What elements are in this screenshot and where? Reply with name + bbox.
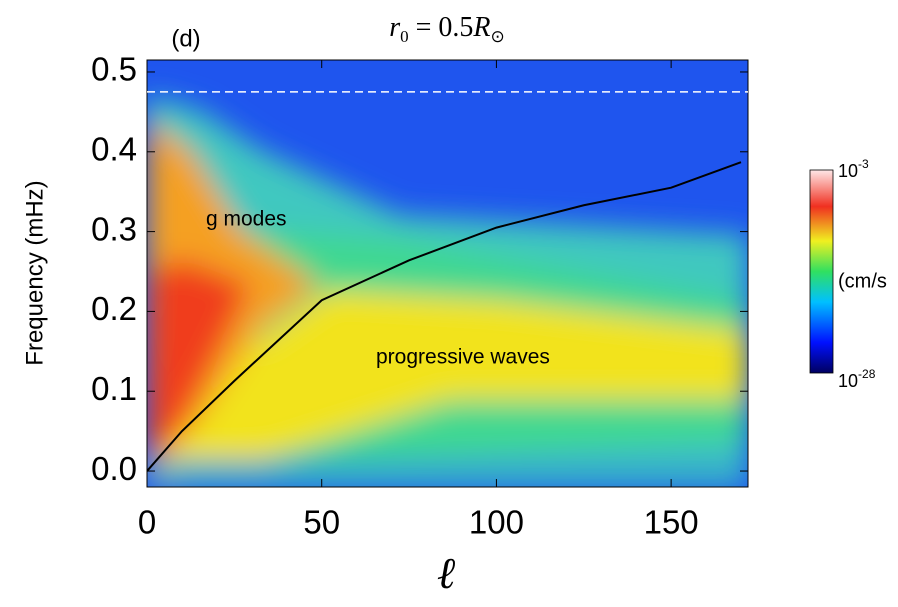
- colorbar-label: 10-28: [838, 367, 876, 391]
- y-tick-label: 0.2: [91, 290, 137, 327]
- panel-label: (d): [171, 25, 200, 52]
- plot-frame: [146, 59, 749, 488]
- colorbar-label: 10-3: [838, 157, 869, 181]
- title-part: ⊙: [491, 27, 505, 46]
- title-part: R: [472, 12, 490, 43]
- y-tick-label: 0.3: [91, 210, 137, 247]
- chart-title: r0 = 0.5R⊙: [389, 12, 505, 45]
- title-part: 0: [400, 27, 409, 46]
- x-axis-label: ℓ: [437, 549, 456, 598]
- x-tick-label: 150: [644, 504, 699, 541]
- title-text: r0 = 0.5R⊙: [389, 12, 505, 45]
- title-part: r: [389, 12, 400, 43]
- series-line: [147, 161, 742, 472]
- colorbar-exp: -3: [858, 157, 869, 171]
- y-tick-label: 0.4: [91, 131, 137, 168]
- x-tick-label: 0: [138, 504, 156, 541]
- colorbar: [809, 169, 834, 374]
- annotation: g modes: [206, 208, 287, 231]
- annotation: progressive waves: [376, 346, 550, 369]
- x-tick-label: 50: [303, 504, 340, 541]
- colorbar-exp: -28: [858, 367, 876, 381]
- title-part: = 0.5: [409, 12, 474, 43]
- y-tick-label: 0.1: [91, 370, 137, 407]
- x-tick-label: 100: [469, 504, 524, 541]
- colorbar-base: 10: [838, 371, 858, 391]
- colorbar-label: (cm/s: [838, 270, 887, 292]
- y-axis-label: Frequency (mHz): [21, 180, 48, 365]
- y-tick-label: 0.5: [91, 51, 137, 88]
- y-tick-label: 0.0: [91, 450, 137, 487]
- colorbar-base: 10: [838, 161, 858, 181]
- heatmap: [147, 60, 748, 487]
